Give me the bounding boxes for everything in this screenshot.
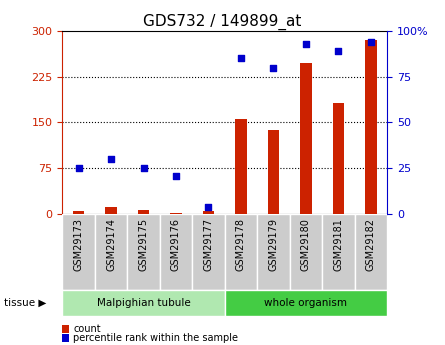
Text: GSM29175: GSM29175 (138, 218, 149, 271)
FancyBboxPatch shape (62, 214, 95, 290)
Bar (365, 40, 376, 214)
Text: GSM29174: GSM29174 (106, 218, 116, 271)
Point (303, 41, 310, 47)
Bar (235, 119, 247, 214)
Text: GSM29179: GSM29179 (268, 218, 279, 271)
Point (238, 56, 245, 61)
FancyBboxPatch shape (127, 214, 160, 290)
Bar (170, 213, 182, 214)
Text: GSM29181: GSM29181 (333, 218, 344, 270)
FancyBboxPatch shape (290, 214, 322, 290)
Point (173, 173, 180, 178)
Text: GSM29178: GSM29178 (236, 218, 246, 271)
Point (140, 166, 147, 171)
FancyBboxPatch shape (355, 214, 387, 290)
Bar (73, 211, 84, 214)
FancyBboxPatch shape (225, 214, 257, 290)
Bar (333, 103, 344, 214)
Text: GSM29177: GSM29177 (203, 218, 214, 271)
FancyBboxPatch shape (322, 214, 355, 290)
Text: GSM29182: GSM29182 (366, 218, 376, 271)
Text: tissue ▶: tissue ▶ (4, 298, 47, 308)
Text: whole organism: whole organism (264, 298, 348, 308)
Point (335, 48, 342, 54)
FancyBboxPatch shape (192, 214, 225, 290)
Point (368, 39, 375, 45)
Text: percentile rank within the sample: percentile rank within the sample (73, 333, 239, 343)
Point (270, 65, 277, 70)
Text: GSM29180: GSM29180 (301, 218, 311, 270)
Text: count: count (73, 324, 101, 334)
FancyBboxPatch shape (95, 214, 127, 290)
Text: GDS732 / 149899_at: GDS732 / 149899_at (143, 14, 302, 30)
Point (205, 204, 212, 209)
Text: GSM29176: GSM29176 (171, 218, 181, 271)
Bar (105, 207, 117, 214)
Bar (300, 63, 311, 214)
Bar (138, 210, 149, 214)
Point (108, 156, 115, 162)
Text: GSM29173: GSM29173 (73, 218, 84, 271)
FancyBboxPatch shape (257, 214, 290, 290)
Point (75, 166, 82, 171)
FancyBboxPatch shape (160, 214, 192, 290)
Bar (203, 211, 214, 214)
Text: Malpighian tubule: Malpighian tubule (97, 298, 190, 308)
Bar (268, 130, 279, 214)
